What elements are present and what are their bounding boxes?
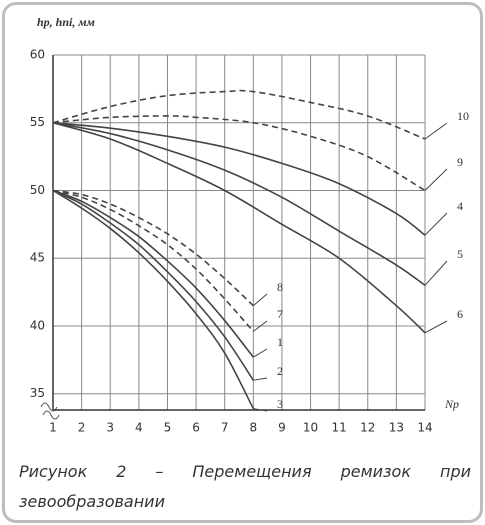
x-tick-label: 7 <box>221 421 229 435</box>
x-tick-label: 13 <box>389 421 404 435</box>
curve <box>52 189 255 410</box>
leader-line <box>252 293 268 307</box>
x-tick-label: 10 <box>303 421 318 435</box>
x-tick-label: 12 <box>360 421 375 435</box>
leader-line <box>424 212 448 236</box>
caption: Рисунок 2 – Перемещения ремизок при зево… <box>19 462 471 511</box>
series-label: 2 <box>277 364 283 378</box>
y-tick-label: 50 <box>30 183 45 197</box>
leader-line <box>253 348 268 358</box>
y-tick-label: 55 <box>30 115 45 129</box>
x-tick-label: 6 <box>192 421 200 435</box>
y-tick-label: 45 <box>30 251 45 265</box>
y-tick-label: 60 <box>30 48 45 62</box>
leader-line <box>424 168 448 191</box>
x-tick-label: 4 <box>135 421 143 435</box>
leader-line <box>253 408 268 412</box>
curve <box>52 189 254 332</box>
curve <box>52 189 254 307</box>
curve <box>52 89 426 140</box>
x-tick-label: 8 <box>249 421 257 435</box>
y-tick-label: 40 <box>30 318 45 332</box>
leader-line <box>253 377 268 381</box>
y-axis-label: hр, hпі, мм <box>37 15 95 29</box>
series-label: 1 <box>277 335 283 349</box>
x-tick-label: 11 <box>332 421 347 435</box>
curve <box>52 121 426 236</box>
x-tick-label: 2 <box>78 421 86 435</box>
leader-line <box>424 260 448 286</box>
x-tick-label: 9 <box>278 421 286 435</box>
x-tick-label: 1 <box>49 421 57 435</box>
series-label: 7 <box>277 307 283 321</box>
x-tick-label: 14 <box>417 421 432 435</box>
series-label: 4 <box>457 199 463 213</box>
leader-line <box>424 320 448 334</box>
series-label: 9 <box>457 155 463 169</box>
curve <box>52 121 426 286</box>
x-tick-label: 3 <box>106 421 114 435</box>
curve <box>52 189 254 358</box>
leader-line <box>253 320 268 332</box>
curve <box>52 189 254 381</box>
series-label: 5 <box>457 247 463 261</box>
y-tick-label: 35 <box>30 386 45 400</box>
x-axis-label: Nр <box>444 397 459 411</box>
axis-break <box>40 402 60 420</box>
leader-line <box>424 122 448 140</box>
x-tick-label: 5 <box>164 421 172 435</box>
series-label: 6 <box>457 307 463 321</box>
curve <box>52 115 426 192</box>
curve <box>52 121 426 334</box>
series-label: 10 <box>457 109 469 123</box>
series-label: 8 <box>277 280 283 294</box>
series-label: 3 <box>277 397 283 411</box>
